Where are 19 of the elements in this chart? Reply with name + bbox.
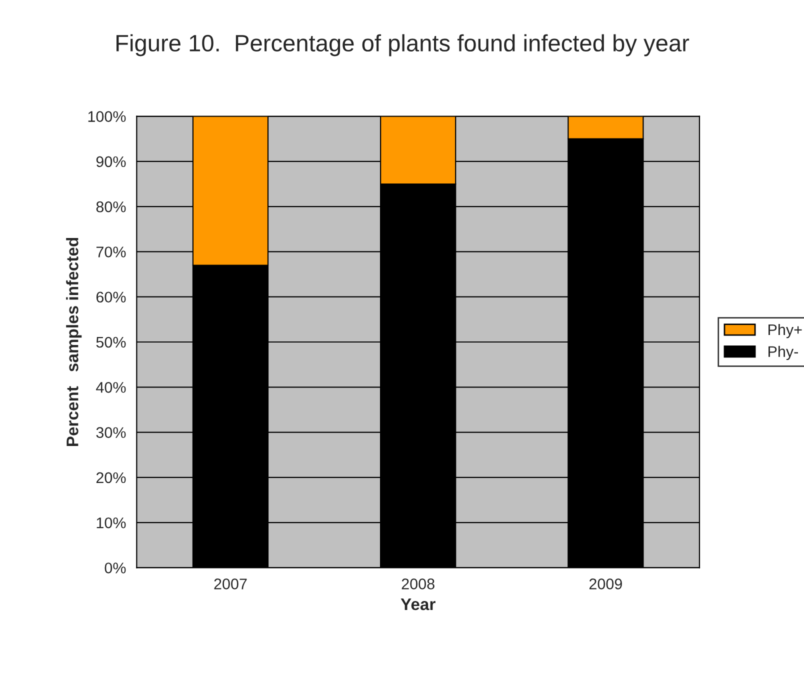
x-tick-label: 2007 [214, 578, 247, 590]
y-tick-label: 10% [96, 517, 126, 528]
legend-label: Phy- [768, 346, 798, 360]
y-tick-label: 0% [104, 562, 126, 574]
x-axis-title: Year [400, 598, 436, 610]
legend-label: Phy+ [768, 324, 802, 338]
y-tick-label: 60% [96, 292, 126, 303]
y-tick-label: 80% [96, 201, 126, 212]
y-tick-label: 40% [96, 382, 126, 393]
y-tick-label: 30% [96, 427, 126, 438]
y-axis-title: Percent samples infected [66, 238, 82, 446]
y-tick-label: 20% [96, 472, 126, 484]
y-tick-label: 70% [96, 246, 126, 258]
x-tick-label: 2008 [402, 578, 434, 590]
y-tick-label: 100% [88, 111, 126, 122]
x-tick-label: 2009 [589, 578, 622, 590]
chart-title: Figure 10. Percentage of plants found infected by year [116, 34, 690, 56]
y-tick-label: 90% [96, 156, 126, 168]
y-tick-label: 50% [96, 336, 126, 348]
